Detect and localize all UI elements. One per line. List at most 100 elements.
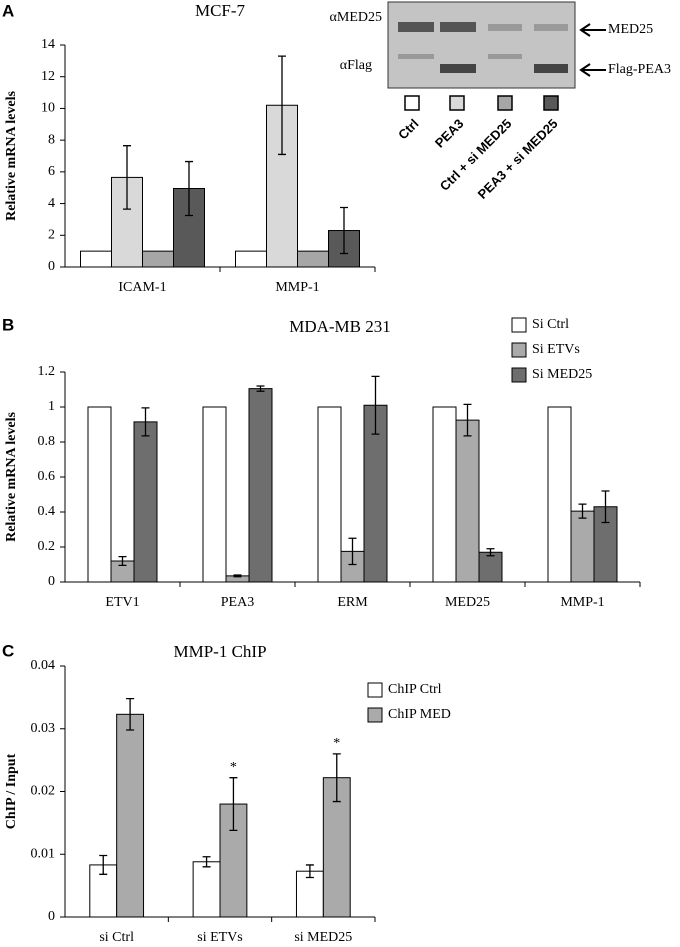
bar: [116, 713, 145, 918]
y-tick-label: 10: [41, 101, 55, 116]
error-bar: [305, 864, 314, 879]
legend-swatch: [543, 95, 559, 111]
bar: [570, 510, 595, 583]
error-bar: [463, 403, 472, 437]
blot-row-label: αFlag: [340, 58, 372, 73]
legend-swatch: [404, 95, 420, 111]
band-label: Flag-PEA3: [608, 62, 671, 77]
legend-swatch: [497, 95, 513, 111]
x-tick-label: ERM: [337, 595, 368, 610]
legend-swatch: [367, 707, 383, 723]
arrow: [579, 23, 606, 37]
y-tick-label: 12: [41, 69, 55, 84]
x-tick-label: MMP-1: [560, 595, 604, 610]
y-tick-label: 0: [48, 259, 55, 274]
chart-title: MDA-MB 231: [289, 317, 391, 336]
y-tick-label: 1.2: [38, 364, 56, 379]
bar: [87, 406, 112, 583]
chart-title: MCF-7: [195, 1, 246, 20]
error-bar: [486, 548, 495, 557]
y-tick-label: 0.03: [31, 721, 56, 736]
x-tick-label: si Ctrl: [99, 930, 134, 945]
legend-swatch: [367, 682, 383, 698]
legend-label: Si Ctrl: [532, 317, 569, 332]
y-tick-label: 0.04: [31, 658, 56, 673]
bar: [248, 388, 273, 583]
blot-band: [488, 54, 522, 59]
panel-label: C: [2, 641, 14, 660]
error-bar: [99, 854, 108, 875]
error-bar: [185, 160, 193, 217]
legend-swatch: [511, 317, 527, 333]
bar: [317, 406, 342, 583]
error-bar: [118, 555, 127, 567]
blot-band: [488, 24, 522, 31]
y-tick-label: 6: [48, 164, 55, 179]
error-bar: [229, 777, 238, 832]
y-tick-label: 0.2: [38, 539, 56, 554]
y-tick-label: 0: [48, 909, 55, 924]
bar: [478, 551, 503, 583]
error-bar: [601, 490, 610, 524]
x-tick-label: ICAM-1: [118, 280, 166, 295]
bar: [192, 861, 221, 918]
y-tick-label: 0.8: [38, 434, 56, 449]
bar: [295, 870, 324, 918]
y-tick-label: 0: [48, 574, 55, 589]
legend-swatch: [449, 95, 465, 111]
error-bar: [348, 537, 357, 566]
annotation: *: [230, 760, 237, 775]
legend-label: Si ETVs: [532, 342, 580, 357]
legend-label: PEA3 + si MED25: [475, 116, 561, 202]
y-tick-label: 0.4: [38, 504, 56, 519]
blot-row-label: αMED25: [330, 10, 382, 25]
blot-band: [398, 22, 434, 32]
blot-band: [534, 24, 568, 31]
bar: [547, 406, 572, 583]
bar: [133, 421, 158, 583]
y-tick-label: 1: [48, 399, 55, 414]
x-tick-label: si MED25: [294, 930, 352, 945]
legend-label: Ctrl: [395, 116, 421, 142]
x-tick-label: MMP-1: [275, 280, 319, 295]
error-bar: [371, 375, 380, 435]
panel-label: B: [2, 315, 14, 334]
error-bar: [278, 55, 286, 156]
y-tick-label: 0.01: [31, 846, 56, 861]
error-bar: [578, 503, 587, 519]
panel-label: A: [2, 1, 14, 20]
y-tick-label: 0.02: [31, 784, 56, 799]
y-tick-label: 4: [48, 196, 55, 211]
band-label: MED25: [608, 22, 653, 37]
y-tick-label: 2: [48, 228, 55, 243]
y-tick-label: 8: [48, 132, 55, 147]
legend-label: ChIP Ctrl: [388, 682, 442, 697]
x-tick-label: PEA3: [221, 595, 254, 610]
error-bar: [340, 206, 348, 255]
x-tick-label: si ETVs: [197, 930, 243, 945]
chart-title: MMP-1 ChIP: [173, 642, 266, 661]
bar: [455, 419, 480, 583]
legend-label: Si MED25: [532, 367, 592, 382]
legend-label: PEA3: [432, 116, 467, 151]
y-tick-label: 0.6: [38, 469, 56, 484]
bar: [432, 406, 457, 583]
bar: [235, 250, 267, 268]
x-tick-label: ETV1: [105, 595, 139, 610]
y-axis-label: Relative mRNA levels: [4, 91, 19, 221]
error-bar: [202, 856, 211, 868]
x-tick-label: MED25: [445, 595, 490, 610]
error-bar: [332, 753, 341, 803]
arrow: [579, 63, 606, 77]
y-axis-label: ChIP / Input: [4, 753, 19, 829]
bar: [202, 406, 227, 583]
error-bar: [141, 407, 150, 437]
annotation: *: [333, 736, 340, 751]
blot-band: [534, 64, 568, 73]
western-blot: αMED25 αFlag MED25 Flag-PEA3: [330, 1, 671, 89]
y-axis-label: Relative mRNA levels: [4, 412, 19, 542]
bar: [142, 250, 174, 268]
blot-band: [440, 64, 476, 73]
legend-swatch: [511, 342, 527, 358]
